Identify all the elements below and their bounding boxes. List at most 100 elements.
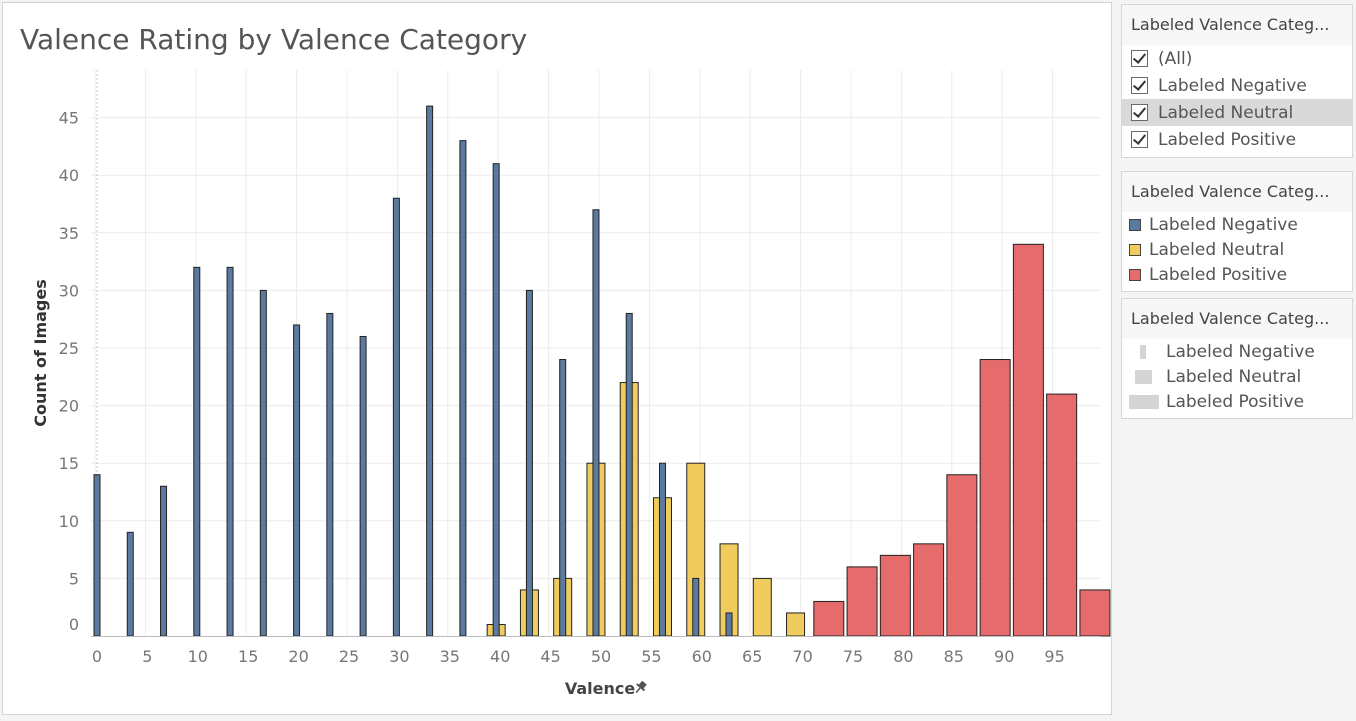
filter-card: Labeled Valence Categ... (All) Labeled N… (1121, 4, 1353, 158)
x-tick-label: 55 (641, 647, 661, 666)
bar-labeled-negative (725, 612, 733, 637)
legend-swatch-positive (1129, 268, 1141, 281)
x-tick-label: 85 (944, 647, 964, 666)
filter-item-positive[interactable]: Labeled Positive (1122, 126, 1352, 153)
x-tick-label: 50 (591, 647, 611, 666)
chart-panel: Valence Rating by Valence Category 0 5 10 1… (2, 2, 1112, 715)
bar-labeled-negative (658, 462, 666, 637)
bar-labeled-negative (459, 140, 467, 637)
legend-label: Labeled Neutral (1149, 239, 1285, 260)
bar-labeled-neutral (752, 577, 772, 637)
bar-labeled-positive (1046, 393, 1078, 637)
y-tick-label: 15 (59, 454, 79, 473)
legend-item-negative[interactable]: Labeled Negative (1122, 212, 1352, 237)
bar-labeled-negative (492, 163, 500, 637)
filter-item-all[interactable]: (All) (1122, 45, 1352, 72)
size-item-positive[interactable]: Labeled Positive (1122, 389, 1352, 414)
y-tick-label: 25 (59, 339, 79, 358)
filter-item-label: Labeled Negative (1158, 75, 1307, 96)
size-item-negative[interactable]: Labeled Negative (1122, 339, 1352, 364)
y-tick-label: 35 (59, 224, 79, 243)
checkbox-negative[interactable] (1131, 77, 1148, 94)
checkbox-positive[interactable] (1131, 131, 1148, 148)
chart-title: Valence Rating by Valence Category (20, 23, 528, 56)
checkbox-neutral[interactable] (1131, 104, 1148, 121)
y-tick-label: 10 (59, 512, 79, 531)
legend-label: Labeled Positive (1149, 264, 1288, 285)
bar-labeled-negative (692, 577, 700, 637)
x-tick-label: 15 (238, 647, 258, 666)
bar-labeled-positive (846, 566, 878, 637)
y-tick-label: 30 (59, 281, 79, 300)
size-item-neutral[interactable]: Labeled Neutral (1122, 364, 1352, 389)
bar-labeled-positive (1079, 589, 1111, 637)
x-tick-label: 95 (1044, 647, 1064, 666)
x-tick-label: 20 (288, 647, 308, 666)
bar-labeled-negative (226, 266, 234, 637)
size-mark-medium (1135, 369, 1152, 384)
x-tick-label: 5 (142, 647, 152, 666)
legend-label: Labeled Negative (1149, 214, 1298, 235)
x-tick-label: 70 (792, 647, 812, 666)
bar-labeled-negative (426, 105, 434, 637)
y-tick-label: 45 (59, 109, 79, 128)
x-tick-label: 0 (92, 647, 102, 666)
bar-labeled-negative (259, 289, 267, 637)
bar-labeled-negative (592, 209, 600, 637)
bar-labeled-negative (559, 359, 567, 637)
x-tick-label: 80 (893, 647, 913, 666)
bar-chart: 0 5 10 15 20 25 30 35 40 45 0 5 10 15 20 25 30 35 40 45 50 55… (31, 70, 1111, 698)
bar-labeled-positive (913, 543, 945, 637)
size-mark-large (1129, 394, 1159, 409)
color-legend-header: Labeled Valence Categ... (1122, 172, 1352, 212)
y-tick-label: 40 (59, 166, 79, 185)
size-mark-small (1140, 344, 1146, 359)
filter-item-label: (All) (1158, 48, 1193, 69)
bar-labeled-negative (525, 289, 533, 637)
size-label: Labeled Negative (1166, 341, 1315, 362)
bar-labeled-negative (93, 474, 101, 637)
filter-item-neutral[interactable]: Labeled Neutral (1122, 99, 1352, 126)
legend-swatch-neutral (1129, 243, 1141, 256)
bar-labeled-negative (293, 324, 301, 637)
x-tick-label: 60 (692, 647, 712, 666)
bar-labeled-negative (160, 485, 168, 637)
bar-labeled-positive (979, 359, 1011, 637)
size-label: Labeled Positive (1166, 391, 1305, 412)
filter-item-label: Labeled Positive (1158, 129, 1297, 150)
bar-labeled-negative (126, 531, 134, 637)
size-legend-card: Labeled Valence Categ... Labeled Negativ… (1121, 298, 1353, 419)
bar-labeled-negative (326, 312, 334, 637)
x-tick-label: 35 (440, 647, 460, 666)
x-axis-title: Valence (565, 679, 636, 698)
bar-labeled-neutral (786, 612, 806, 637)
bar-labeled-positive (946, 474, 978, 637)
x-tick-label: 90 (994, 647, 1014, 666)
x-tick-label: 75 (843, 647, 863, 666)
bar-labeled-negative (392, 197, 400, 637)
bar-labeled-positive (813, 600, 845, 637)
x-tick-label: 25 (339, 647, 359, 666)
pin-icon[interactable] (632, 679, 648, 695)
bar-labeled-positive (879, 554, 911, 637)
legend-swatch-negative (1129, 218, 1141, 231)
legend-item-positive[interactable]: Labeled Positive (1122, 262, 1352, 287)
size-legend-header: Labeled Valence Categ... (1122, 299, 1352, 339)
bar-labeled-negative (625, 312, 633, 637)
color-legend-card: Labeled Valence Categ... Labeled Negativ… (1121, 171, 1353, 292)
bar-labeled-negative (193, 266, 201, 637)
x-tick-label: 45 (540, 647, 560, 666)
y-tick-label: 5 (69, 569, 79, 588)
x-tick-label: 10 (188, 647, 208, 666)
y-tick-label: 20 (59, 397, 79, 416)
y-axis-title: Count of Images (31, 279, 50, 427)
y-tick-label: 0 (69, 615, 79, 634)
filter-card-header: Labeled Valence Categ... (1122, 5, 1352, 45)
checkbox-all[interactable] (1131, 50, 1148, 67)
x-tick-label: 30 (389, 647, 409, 666)
legend-item-neutral[interactable]: Labeled Neutral (1122, 237, 1352, 262)
size-label: Labeled Neutral (1166, 366, 1302, 387)
bar-labeled-negative (359, 335, 367, 637)
bar-labeled-positive (1012, 243, 1044, 637)
filter-item-negative[interactable]: Labeled Negative (1122, 72, 1352, 99)
